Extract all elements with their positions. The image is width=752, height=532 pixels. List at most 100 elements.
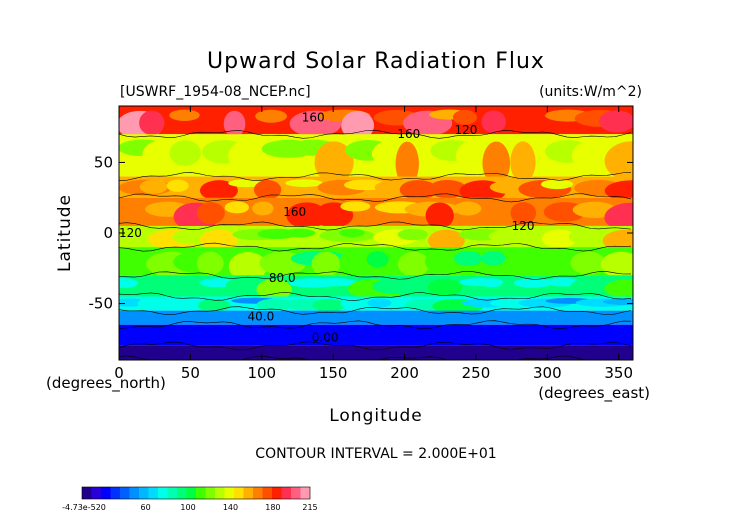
variation-patch — [455, 140, 491, 172]
variation-patch — [198, 110, 232, 129]
variation-patch — [604, 141, 633, 181]
variation-patch — [315, 278, 357, 287]
variation-patch — [397, 251, 430, 277]
colorbar-swatch — [186, 487, 197, 499]
colorbar-swatch — [215, 487, 225, 499]
x-tick-label: 300 — [533, 364, 562, 382]
variation-patch — [512, 110, 546, 131]
contour-line — [119, 193, 632, 203]
variation-patch — [252, 201, 274, 216]
variation-patch — [166, 179, 189, 192]
colorbar-swatch — [205, 487, 216, 499]
contour-line — [119, 221, 632, 231]
colorbar-swatch — [158, 487, 168, 499]
colorbar-tick-label: 100 — [180, 503, 195, 512]
variation-patch — [139, 110, 165, 136]
y-tick-label: 0 — [103, 224, 113, 242]
variation-patch — [340, 298, 371, 310]
variation-patch — [513, 251, 552, 273]
variation-patch — [600, 251, 633, 278]
contour-line — [119, 292, 632, 301]
contour-label: 120 — [455, 123, 478, 137]
variation-patch — [540, 179, 574, 190]
variation-patch — [395, 141, 419, 186]
colorbar-swatch — [139, 487, 149, 499]
variation-patch — [199, 180, 238, 201]
variation-patch — [137, 298, 159, 309]
contour-line — [119, 355, 590, 360]
variation-patch — [372, 278, 416, 294]
x-tick-label: 250 — [462, 364, 491, 382]
variation-patch — [599, 110, 633, 133]
x-axis-title: Longitude — [329, 406, 423, 426]
colorbar-swatch — [82, 487, 92, 499]
variation-patch — [513, 278, 552, 288]
variation-patch — [454, 251, 483, 267]
colorbar-swatch — [243, 487, 254, 499]
variation-patch — [228, 252, 268, 282]
x-tick-label: 150 — [319, 364, 348, 382]
y-axis-title: Latitude — [55, 194, 75, 272]
variation-patch — [453, 201, 482, 216]
x-tick-label: 0 — [114, 364, 124, 382]
variation-patch — [311, 251, 341, 277]
variation-patch — [480, 278, 503, 288]
variation-patch — [285, 179, 323, 187]
variation-patch — [428, 179, 467, 199]
variation-patch — [198, 298, 231, 313]
y-axis-ticks: -50 0 50 — [89, 153, 633, 313]
variation-patch — [510, 202, 537, 224]
variation-patch — [427, 278, 463, 296]
variation-patch — [424, 251, 452, 272]
colorbar-swatch — [120, 487, 130, 499]
variation-patch — [341, 110, 375, 141]
x-tick-label: 350 — [604, 364, 633, 382]
variation-patch — [541, 229, 577, 248]
variation-patch — [119, 278, 138, 289]
variation-patch — [481, 250, 506, 266]
variation-patch — [196, 251, 224, 276]
x-tick-label: 100 — [247, 364, 276, 382]
contour-label: 160 — [302, 110, 325, 124]
colorbar-swatch — [224, 487, 235, 499]
variation-patch — [340, 201, 371, 212]
colorbar — [81, 486, 311, 500]
variation-patch — [604, 278, 633, 299]
variation-patch — [196, 202, 225, 225]
variation-patch — [119, 201, 132, 220]
latitude-band — [119, 310, 633, 325]
colorbar-tick-label: 215 — [302, 503, 317, 512]
variation-patch — [339, 251, 366, 273]
variation-patch — [572, 201, 616, 218]
colorbar-swatch — [129, 487, 140, 499]
colorbar-swatch — [101, 487, 111, 499]
variation-patch — [604, 202, 633, 233]
colorbar-swatch — [291, 487, 301, 499]
x-axis-ticks: 0 50 100 150 200 250 300 350 — [114, 106, 633, 382]
x-tick-label: 200 — [390, 364, 419, 382]
contour-line — [119, 320, 632, 330]
colorbar-swatch — [253, 487, 263, 499]
colorbar-swatch — [177, 487, 187, 499]
variation-patch — [367, 298, 392, 308]
variation-patch — [568, 229, 600, 245]
contour-line — [119, 270, 632, 280]
variation-patch — [139, 179, 168, 194]
variation-patch — [256, 278, 293, 301]
colorbar-tick-label: 60 — [141, 503, 151, 512]
colorbar-swatch — [110, 487, 121, 499]
variation-patch — [366, 251, 389, 268]
variation-patch — [397, 228, 429, 241]
contour-interval-text: CONTOUR INTERVAL = 2.000E+01 — [255, 446, 496, 462]
variation-patch — [312, 298, 346, 313]
contour-line — [119, 341, 632, 351]
variation-patch — [602, 298, 633, 306]
variation-patch — [225, 278, 255, 293]
variation-patch — [570, 278, 608, 294]
colorbar-swatch — [281, 487, 292, 499]
variation-patch — [256, 298, 294, 311]
y-tick-label: -50 — [89, 295, 114, 313]
contour-line — [119, 129, 632, 139]
variation-patch — [510, 141, 536, 183]
